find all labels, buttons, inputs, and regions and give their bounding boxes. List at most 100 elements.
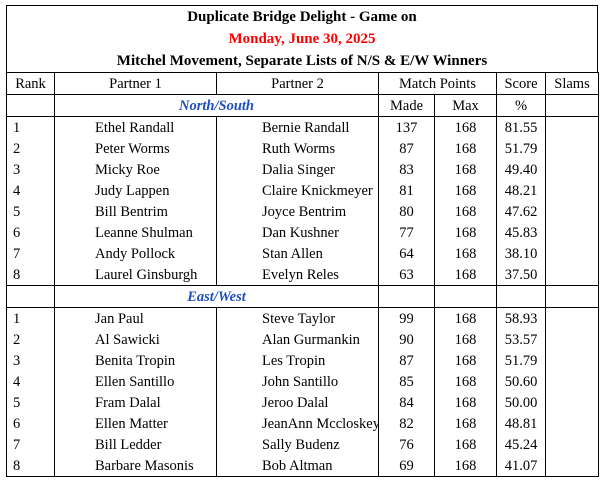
col-header-percent: % <box>496 94 546 117</box>
score-cell: 53.57 <box>496 329 546 350</box>
results-table: Rank Partner 1 Partner 2 Match Points Sc… <box>6 72 599 477</box>
max-cell: 168 <box>434 159 497 180</box>
partner1-cell: Benita Tropin <box>54 350 217 371</box>
partner1-cell: Ellen Matter <box>54 413 217 434</box>
table-row: 1 Ethel Randall Bernie Randall 137 168 81.55 <box>6 116 599 138</box>
table-row: 2 Peter Worms Ruth Worms 87 168 51.79 <box>6 138 599 159</box>
rank-cell: 2 <box>6 329 55 350</box>
table-row: 5 Fram Dalal Jeroo Dalal 84 168 50.00 <box>6 392 599 413</box>
slams-empty-cell <box>545 94 599 117</box>
partner2-cell: Alan Gurmankin <box>216 329 379 350</box>
slams-cell <box>545 329 599 350</box>
section-empty-cell <box>434 285 497 308</box>
partner1-cell: Fram Dalal <box>54 392 217 413</box>
slams-cell <box>545 138 599 159</box>
score-cell: 38.10 <box>496 243 546 264</box>
max-cell: 168 <box>434 371 497 392</box>
rank-cell: 6 <box>6 413 55 434</box>
partner1-cell: Ellen Santillo <box>54 371 217 392</box>
made-cell: 77 <box>378 222 435 243</box>
table-row: 8 Laurel Ginsburgh Evelyn Reles 63 168 37.50 <box>6 264 599 286</box>
partner1-cell: Leanne Shulman <box>54 222 217 243</box>
made-cell: 84 <box>378 392 435 413</box>
table-row: 3 Benita Tropin Les Tropin 87 168 51.79 <box>6 350 599 371</box>
partner1-cell: Micky Roe <box>54 159 217 180</box>
made-cell: 137 <box>378 116 435 138</box>
rank-cell: 5 <box>6 392 55 413</box>
made-cell: 99 <box>378 307 435 329</box>
col-header-partner1: Partner 1 <box>54 72 217 95</box>
partner1-cell: Ethel Randall <box>54 116 217 138</box>
slams-cell <box>545 455 599 477</box>
slams-cell <box>545 222 599 243</box>
game-date: Monday, June 30, 2025 <box>228 31 376 47</box>
col-header-made: Made <box>378 94 435 117</box>
partner2-cell: Dan Kushner <box>216 222 379 243</box>
partner2-cell: Joyce Bentrim <box>216 201 379 222</box>
partner2-cell: Ruth Worms <box>216 138 379 159</box>
max-cell: 168 <box>434 243 497 264</box>
partner2-cell: Les Tropin <box>216 350 379 371</box>
score-cell: 45.83 <box>496 222 546 243</box>
section-label: East/West <box>54 285 379 308</box>
made-cell: 63 <box>378 264 435 286</box>
section-empty-cell <box>545 285 599 308</box>
partner2-cell: Bernie Randall <box>216 116 379 138</box>
rank-cell: 1 <box>6 116 55 138</box>
section-header-row: North/South Made Max% <box>6 94 599 117</box>
col-header-rank: Rank <box>6 72 55 95</box>
partner1-cell: Bill Bentrim <box>54 201 217 222</box>
rank-cell: 4 <box>6 371 55 392</box>
partner1-cell: Laurel Ginsburgh <box>54 264 217 286</box>
score-cell: 51.79 <box>496 350 546 371</box>
table-row: 3 Micky Roe Dalia Singer 83 168 49.40 <box>6 159 599 180</box>
partner2-cell: Stan Allen <box>216 243 379 264</box>
made-cell: 87 <box>378 138 435 159</box>
max-cell: 168 <box>434 264 497 286</box>
rank-cell: 5 <box>6 201 55 222</box>
header-row-1: Rank Partner 1 Partner 2 Match Points Sc… <box>6 72 599 95</box>
score-cell: 81.55 <box>496 116 546 138</box>
max-cell: 168 <box>434 350 497 371</box>
rank-cell: 8 <box>6 455 55 477</box>
made-cell: 85 <box>378 371 435 392</box>
made-cell: 76 <box>378 434 435 455</box>
rank-cell: 2 <box>6 138 55 159</box>
partner2-cell: Evelyn Reles <box>216 264 379 286</box>
table-row: 4 Judy Lappen Claire Knickmeyer 81 168 48.21 <box>6 180 599 201</box>
partner2-cell: JeanAnn Mccloskey <box>216 413 379 434</box>
slams-cell <box>545 159 599 180</box>
score-cell: 48.81 <box>496 413 546 434</box>
table-row: 7 Bill Ledder Sally Budenz 76 168 45.24 <box>6 434 599 455</box>
partner2-cell: John Santillo <box>216 371 379 392</box>
max-cell: 168 <box>434 329 497 350</box>
slams-cell <box>545 307 599 329</box>
section-empty-cell <box>378 285 435 308</box>
slams-cell <box>545 371 599 392</box>
table-row: 8 Barbare Masonis Bob Altman 69 168 41.07 <box>6 455 599 477</box>
score-cell: 58.93 <box>496 307 546 329</box>
slams-cell <box>545 350 599 371</box>
rank-cell: 3 <box>6 159 55 180</box>
score-cell: 50.60 <box>496 371 546 392</box>
partner2-cell: Claire Knickmeyer <box>216 180 379 201</box>
section-header-row: East/West <box>6 285 599 308</box>
col-header-partner2: Partner 2 <box>216 72 379 95</box>
col-header-match-points: Match Points <box>378 72 497 95</box>
col-header-slams: Slams <box>545 72 599 95</box>
table-row: 1 Jan Paul Steve Taylor 99 168 58.93 <box>6 307 599 329</box>
partner1-cell: Al Sawicki <box>54 329 217 350</box>
table-row: 5 Bill Bentrim Joyce Bentrim 80 168 47.62 <box>6 201 599 222</box>
results-sheet: Duplicate Bridge Delight - Game on Monda… <box>6 5 599 477</box>
partner2-cell: Sally Budenz <box>216 434 379 455</box>
rank-cell: 6 <box>6 222 55 243</box>
title-block: Duplicate Bridge Delight - Game on Monda… <box>6 5 598 72</box>
section-empty-cell <box>6 285 55 308</box>
max-cell: 168 <box>434 222 497 243</box>
partner2-cell: Jeroo Dalal <box>216 392 379 413</box>
score-cell: 48.21 <box>496 180 546 201</box>
table-row: 6 Leanne Shulman Dan Kushner 77 168 45.83 <box>6 222 599 243</box>
max-cell: 168 <box>434 392 497 413</box>
rank-cell: 7 <box>6 243 55 264</box>
made-cell: 81 <box>378 180 435 201</box>
